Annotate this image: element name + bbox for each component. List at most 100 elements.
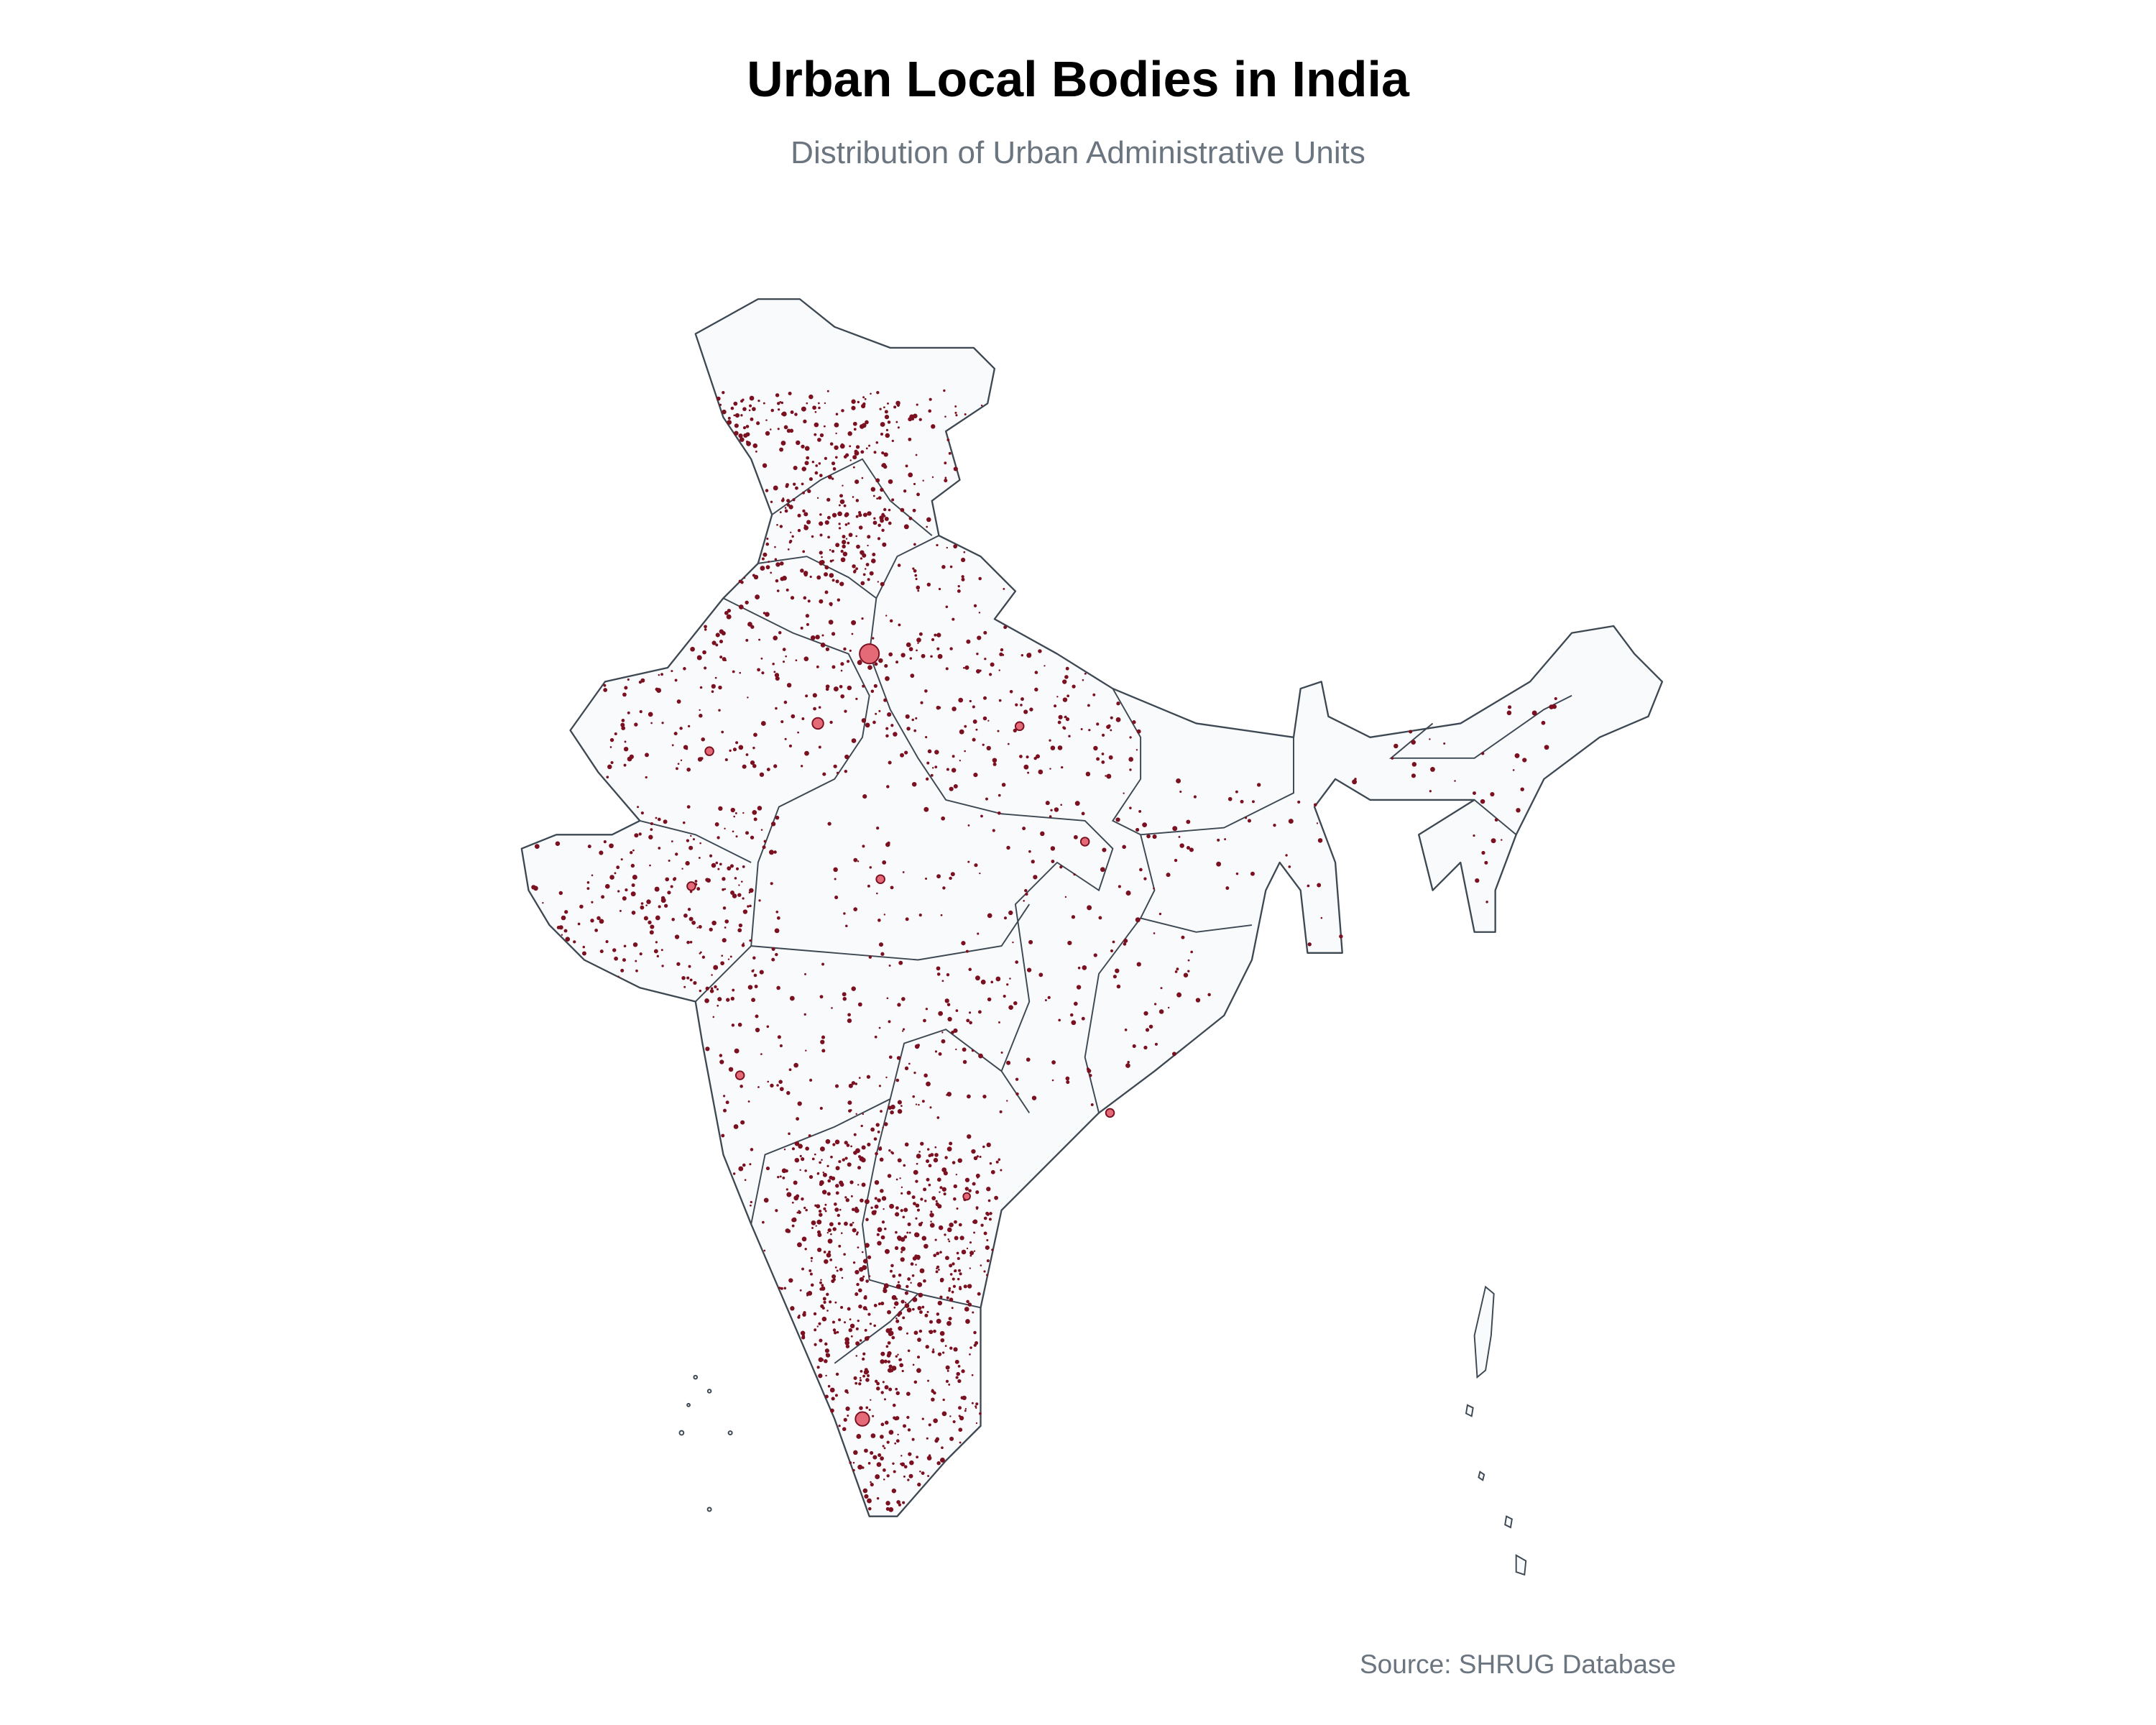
urban-body-marker <box>609 746 612 748</box>
urban-body-marker <box>917 1306 922 1311</box>
urban-body-marker <box>1167 1006 1170 1009</box>
urban-body-marker <box>852 496 854 498</box>
urban-body-marker <box>775 910 779 914</box>
urban-body-marker <box>895 1230 898 1234</box>
urban-body-marker <box>742 909 748 914</box>
urban-body-marker <box>582 945 586 949</box>
urban-body-marker <box>711 862 717 868</box>
urban-body-marker <box>939 1251 942 1254</box>
urban-body-marker <box>686 805 691 809</box>
urban-body-marker <box>719 862 722 866</box>
urban-body-marker <box>817 1233 822 1238</box>
urban-body-marker <box>953 783 958 789</box>
urban-body-marker <box>831 665 836 669</box>
urban-body-marker <box>987 997 992 1002</box>
urban-body-marker <box>1313 803 1317 807</box>
urban-body-marker <box>923 1279 926 1283</box>
urban-body-marker <box>782 575 787 581</box>
urban-body-marker <box>961 1249 967 1255</box>
urban-body-marker <box>730 807 735 813</box>
urban-body-marker <box>712 1016 715 1018</box>
urban-body-marker <box>938 587 941 591</box>
urban-body-marker <box>955 1009 959 1012</box>
urban-body-marker <box>912 567 915 570</box>
urban-body-marker <box>735 835 738 838</box>
urban-body-marker <box>928 1183 931 1187</box>
urban-body-marker <box>1172 826 1178 832</box>
urban-body-marker <box>811 1260 813 1262</box>
source-caption: Source: SHRUG Database <box>1360 1650 1677 1679</box>
urban-body-marker <box>890 1269 893 1273</box>
urban-body-marker <box>959 1236 964 1241</box>
urban-body-marker <box>957 589 961 593</box>
urban-body-marker <box>802 1312 806 1317</box>
urban-body-marker <box>986 1239 989 1242</box>
urban-body-marker <box>801 482 804 486</box>
urban-body-marker <box>875 1123 880 1127</box>
urban-body-marker <box>738 433 743 438</box>
urban-body-marker <box>1123 942 1127 946</box>
urban-body-marker <box>860 557 863 560</box>
urban-body-marker <box>643 916 648 921</box>
large-urban-body-marker <box>854 1411 870 1427</box>
urban-body-marker <box>776 985 780 990</box>
urban-body-marker <box>1060 804 1063 806</box>
urban-body-marker <box>715 643 719 647</box>
urban-body-marker <box>937 1352 942 1356</box>
urban-body-marker <box>833 686 839 692</box>
urban-body-marker <box>967 1094 971 1099</box>
urban-body-marker <box>810 635 816 640</box>
urban-body-marker <box>895 1317 898 1320</box>
urban-body-marker <box>906 1190 911 1195</box>
urban-body-marker <box>910 673 915 678</box>
urban-body-marker <box>658 673 660 676</box>
urban-body-marker <box>831 559 834 562</box>
urban-body-marker <box>965 949 969 953</box>
urban-body-marker <box>1166 873 1171 878</box>
urban-body-marker <box>1054 807 1059 812</box>
urban-body-marker <box>792 498 796 502</box>
urban-body-marker <box>876 1381 880 1386</box>
urban-body-marker <box>946 1369 949 1372</box>
urban-body-marker <box>951 1290 954 1294</box>
large-urban-body-marker <box>734 1070 745 1080</box>
urban-body-marker <box>742 897 745 900</box>
urban-body-marker <box>867 1335 870 1339</box>
urban-body-marker <box>911 781 917 787</box>
urban-body-marker <box>635 969 638 972</box>
urban-body-marker <box>969 1011 972 1014</box>
urban-body-marker <box>1050 846 1056 851</box>
urban-body-marker <box>835 579 839 584</box>
urban-body-marker <box>877 581 879 583</box>
urban-body-marker <box>699 842 701 845</box>
urban-body-marker <box>555 841 561 846</box>
urban-body-marker <box>959 1415 964 1421</box>
urban-body-marker <box>820 643 826 648</box>
urban-body-marker <box>1019 755 1023 758</box>
urban-body-marker <box>952 617 955 621</box>
urban-body-marker <box>1006 845 1010 850</box>
urban-body-marker <box>933 1418 938 1424</box>
urban-body-marker <box>1485 901 1488 903</box>
urban-body-marker <box>753 973 757 978</box>
urban-body-marker <box>1115 968 1120 973</box>
urban-body-marker <box>935 1270 939 1274</box>
urban-body-marker <box>822 1172 827 1177</box>
urban-body-marker <box>1123 792 1125 794</box>
urban-body-marker <box>865 1218 869 1222</box>
urban-body-marker <box>805 1146 809 1151</box>
urban-body-marker <box>827 1228 831 1233</box>
urban-body-marker <box>830 1155 833 1159</box>
urban-body-marker <box>798 1314 801 1317</box>
urban-body-marker <box>760 1053 763 1055</box>
urban-body-marker <box>730 890 735 895</box>
urban-body-marker <box>944 479 948 483</box>
urban-body-marker <box>1071 1020 1077 1026</box>
urban-body-marker <box>779 1044 783 1048</box>
urban-body-marker <box>936 1251 940 1256</box>
urban-body-marker <box>805 1049 807 1052</box>
urban-body-marker <box>766 768 770 772</box>
urban-body-marker <box>834 1084 839 1088</box>
urban-body-marker <box>816 1247 822 1253</box>
urban-body-marker <box>969 1346 972 1349</box>
